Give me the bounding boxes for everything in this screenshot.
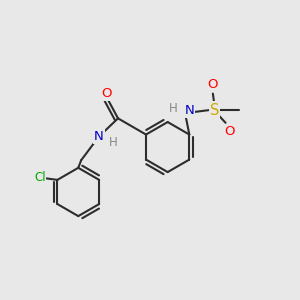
Text: H: H [109, 136, 117, 149]
Text: Cl: Cl [34, 171, 46, 184]
Text: O: O [224, 125, 234, 138]
Text: H: H [169, 102, 178, 116]
Text: O: O [101, 87, 112, 100]
Text: N: N [184, 103, 194, 117]
Text: S: S [210, 103, 219, 118]
Text: N: N [94, 130, 104, 143]
Text: O: O [208, 78, 218, 91]
